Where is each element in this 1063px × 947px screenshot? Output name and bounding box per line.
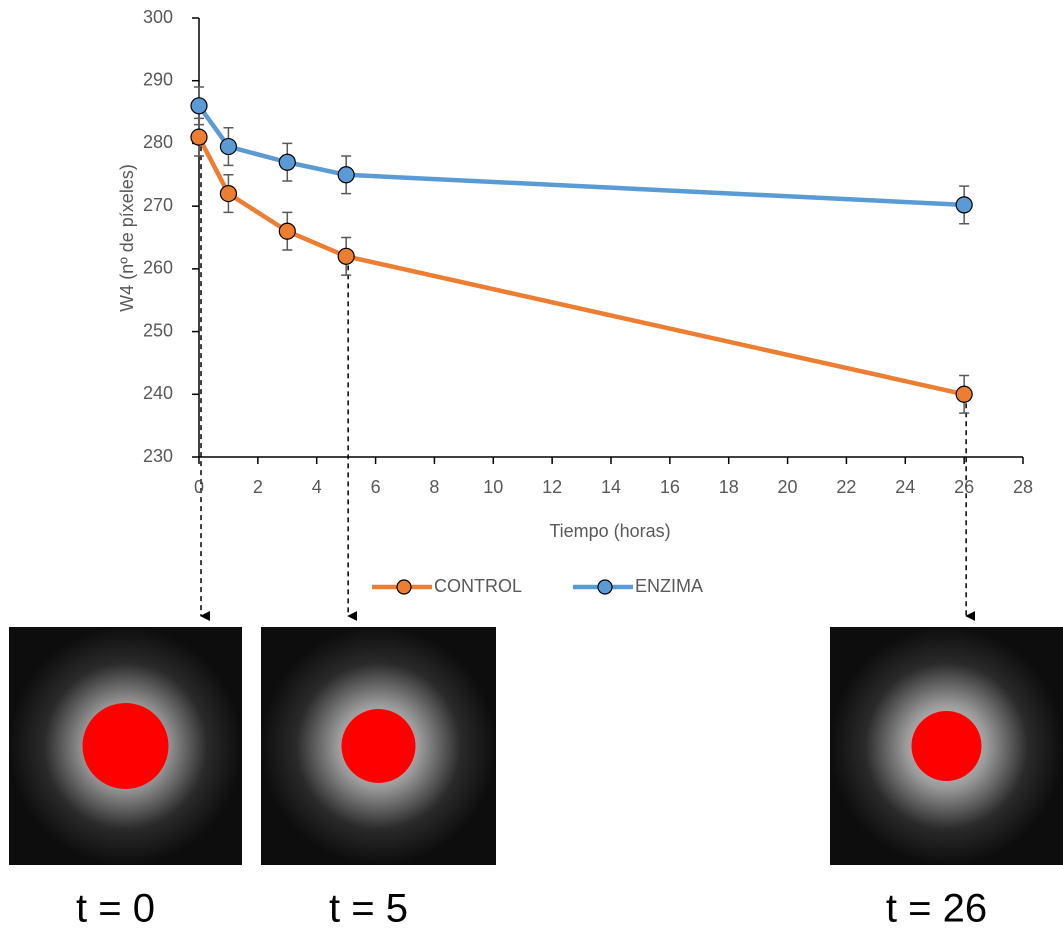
- x-tick-label: 14: [601, 477, 621, 497]
- legend-marker: [396, 579, 412, 595]
- marker: [955, 196, 973, 214]
- marker: [278, 153, 296, 171]
- x-tick-label: 18: [719, 477, 739, 497]
- x-tick-label: 20: [778, 477, 798, 497]
- marker: [190, 97, 208, 115]
- panel-label: t = 0: [76, 887, 155, 931]
- x-tick-label: 26: [954, 477, 974, 497]
- x-tick-label: 24: [895, 477, 915, 497]
- x-tick-label: 16: [660, 477, 680, 497]
- red-spot: [911, 711, 982, 781]
- y-tick-label: 290: [143, 69, 173, 89]
- x-tick-label: 8: [429, 477, 439, 497]
- y-tick-label: 260: [143, 258, 173, 278]
- y-tick-label: 230: [143, 446, 173, 466]
- marker: [219, 137, 238, 156]
- x-tick-label: 2: [253, 477, 263, 497]
- panel-label: t = 26: [886, 887, 987, 931]
- legend-label: CONTROL: [434, 576, 522, 596]
- x-tick-label: 10: [483, 477, 503, 497]
- x-tick-label: 4: [312, 477, 322, 497]
- y-tick-label: 250: [143, 320, 173, 340]
- red-spot: [82, 703, 169, 789]
- marker: [278, 222, 296, 240]
- x-tick-label: 6: [371, 477, 381, 497]
- y-tick-label: 270: [143, 195, 173, 215]
- x-tick-label: 22: [836, 477, 856, 497]
- x-tick-label: 0: [194, 477, 204, 497]
- series-line: [197, 136, 965, 397]
- marker: [190, 128, 208, 146]
- y-tick-label: 300: [143, 7, 173, 27]
- x-tick-label: 12: [542, 477, 562, 497]
- y-tick-label: 240: [143, 383, 173, 403]
- series-line: [197, 104, 965, 208]
- red-spot: [341, 709, 416, 783]
- marker: [955, 385, 973, 403]
- y-axis-label: W4 (nº de píxeles): [117, 164, 137, 312]
- x-tick-label: 28: [1013, 477, 1033, 497]
- legend-marker: [597, 579, 613, 595]
- marker: [219, 185, 238, 203]
- panel-label: t = 5: [329, 887, 408, 931]
- marker: [337, 247, 355, 265]
- x-axis-label: Tiempo (horas): [549, 521, 670, 541]
- legend-label: ENZIMA: [635, 576, 703, 596]
- y-tick-label: 280: [143, 132, 173, 152]
- marker: [337, 166, 355, 184]
